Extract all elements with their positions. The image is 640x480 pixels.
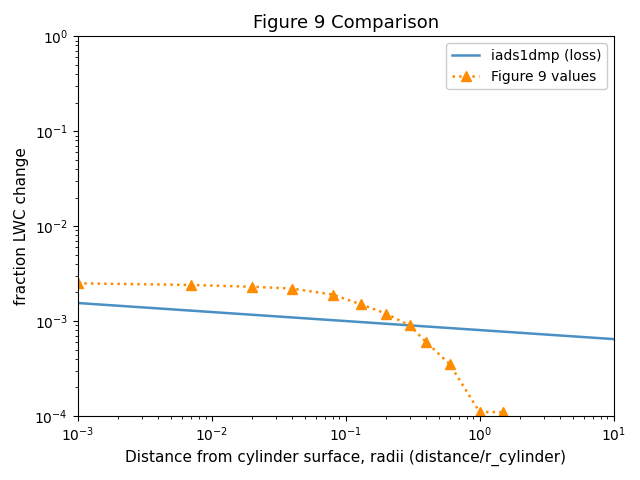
Figure 9 values bbox=[476, 409, 483, 415]
iads1dmp (loss) bbox=[332, 317, 339, 323]
Figure 9 values bbox=[74, 280, 81, 286]
iads1dmp (loss) bbox=[328, 317, 336, 323]
X-axis label: Distance from cylinder surface, radii (distance/r_cylinder): Distance from cylinder surface, radii (d… bbox=[125, 450, 566, 466]
Legend: iads1dmp (loss), Figure 9 values: iads1dmp (loss), Figure 9 values bbox=[446, 43, 607, 89]
iads1dmp (loss) bbox=[364, 320, 371, 325]
Figure 9 values bbox=[248, 284, 256, 289]
Figure 9 values bbox=[187, 282, 195, 288]
iads1dmp (loss) bbox=[74, 300, 81, 306]
Figure 9 values bbox=[289, 286, 296, 291]
Figure 9 values bbox=[329, 292, 337, 298]
iads1dmp (loss) bbox=[513, 330, 521, 336]
Figure 9 values bbox=[357, 301, 365, 307]
iads1dmp (loss) bbox=[597, 336, 605, 341]
Y-axis label: fraction LWC change: fraction LWC change bbox=[14, 147, 29, 305]
Line: Figure 9 values: Figure 9 values bbox=[73, 278, 508, 417]
iads1dmp (loss) bbox=[610, 336, 618, 342]
Figure 9 values bbox=[499, 409, 507, 415]
iads1dmp (loss) bbox=[393, 322, 401, 327]
Figure 9 values bbox=[406, 323, 413, 328]
Figure 9 values bbox=[382, 311, 390, 316]
Line: iads1dmp (loss): iads1dmp (loss) bbox=[77, 303, 614, 339]
Figure 9 values bbox=[446, 361, 454, 367]
Figure 9 values bbox=[422, 339, 430, 345]
Title: Figure 9 Comparison: Figure 9 Comparison bbox=[253, 14, 438, 32]
